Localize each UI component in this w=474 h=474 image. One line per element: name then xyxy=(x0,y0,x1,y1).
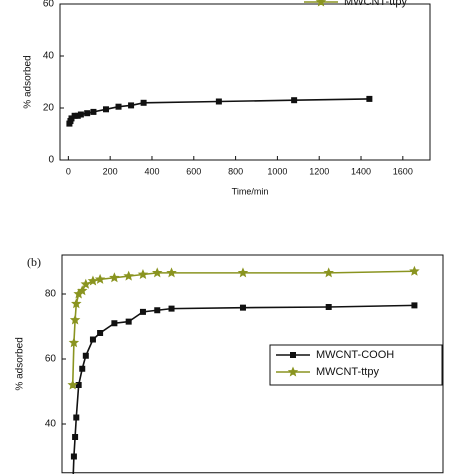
y-tick-label: 60 xyxy=(43,0,55,10)
y-tick-label: 40 xyxy=(43,51,55,62)
data-point xyxy=(94,273,106,284)
data-point xyxy=(409,265,420,276)
y-tick-label: 40 xyxy=(45,419,57,430)
data-point xyxy=(70,453,77,460)
data-point xyxy=(128,102,135,109)
legend-label: MWCNT-ttpy xyxy=(344,0,407,8)
data-point xyxy=(80,278,92,289)
x-tick-label: 600 xyxy=(186,166,201,176)
data-point xyxy=(154,307,161,314)
data-point xyxy=(73,414,80,421)
data-point xyxy=(137,268,149,279)
data-point xyxy=(87,275,99,286)
plot-frame xyxy=(61,254,444,474)
data-point xyxy=(325,304,332,310)
data-point xyxy=(166,267,177,278)
x-tick-label: 400 xyxy=(144,166,159,176)
data-point xyxy=(71,298,82,309)
data-point xyxy=(77,111,84,118)
data-point xyxy=(139,308,146,315)
data-point xyxy=(140,99,147,106)
x-tick-label: 0 xyxy=(66,166,71,176)
data-point xyxy=(125,318,132,325)
data-point xyxy=(79,365,86,372)
data-point xyxy=(111,320,118,327)
data-point xyxy=(67,379,78,390)
data-point xyxy=(77,285,88,296)
data-point xyxy=(89,336,96,343)
data-point xyxy=(84,110,91,117)
y-tick-label: 60 xyxy=(45,354,57,365)
x-axis-label: Time/min xyxy=(232,186,269,196)
legend-label: MWCNT-COOH xyxy=(316,349,394,361)
x-tick-label: 1600 xyxy=(393,166,413,176)
x-tick-label: 200 xyxy=(103,166,118,176)
y-tick-label: 20 xyxy=(43,103,55,114)
data-point xyxy=(411,302,418,309)
y-tick-label: 80 xyxy=(45,289,57,300)
y-axis-label: % adsorbed xyxy=(23,55,34,108)
data-point xyxy=(69,314,81,325)
data-point xyxy=(168,305,175,312)
data-point xyxy=(239,304,246,311)
data-point xyxy=(123,270,134,281)
y-axis-label: % adsorbed xyxy=(15,337,26,390)
data-point xyxy=(366,95,373,102)
data-point xyxy=(109,272,120,283)
legend-box xyxy=(269,344,443,386)
data-point xyxy=(215,98,222,105)
legend-label: MWCNT-ttpy xyxy=(316,366,379,378)
series-line xyxy=(72,304,415,474)
legend-marker xyxy=(287,366,299,377)
data-point xyxy=(75,382,82,388)
x-tick-label: 1400 xyxy=(351,166,371,176)
legend-marker xyxy=(290,352,296,358)
data-point xyxy=(152,267,163,278)
x-tick-label: 800 xyxy=(228,166,243,176)
x-tick-label: 1000 xyxy=(267,166,287,176)
data-point xyxy=(291,97,298,104)
plot-area xyxy=(67,265,420,474)
legend-marker xyxy=(315,0,327,7)
data-point xyxy=(102,106,109,113)
data-point xyxy=(90,108,97,115)
y-tick-label: 0 xyxy=(48,155,54,166)
data-point xyxy=(237,267,249,278)
panel-label: (b) xyxy=(27,255,41,269)
x-tick-label: 1200 xyxy=(309,166,329,176)
data-point xyxy=(72,434,79,440)
data-point xyxy=(82,352,89,359)
data-point xyxy=(97,330,104,336)
data-point xyxy=(115,103,122,110)
plot-frame xyxy=(59,3,431,161)
data-point xyxy=(68,337,80,348)
data-point xyxy=(323,267,334,278)
plot-area xyxy=(66,95,373,127)
